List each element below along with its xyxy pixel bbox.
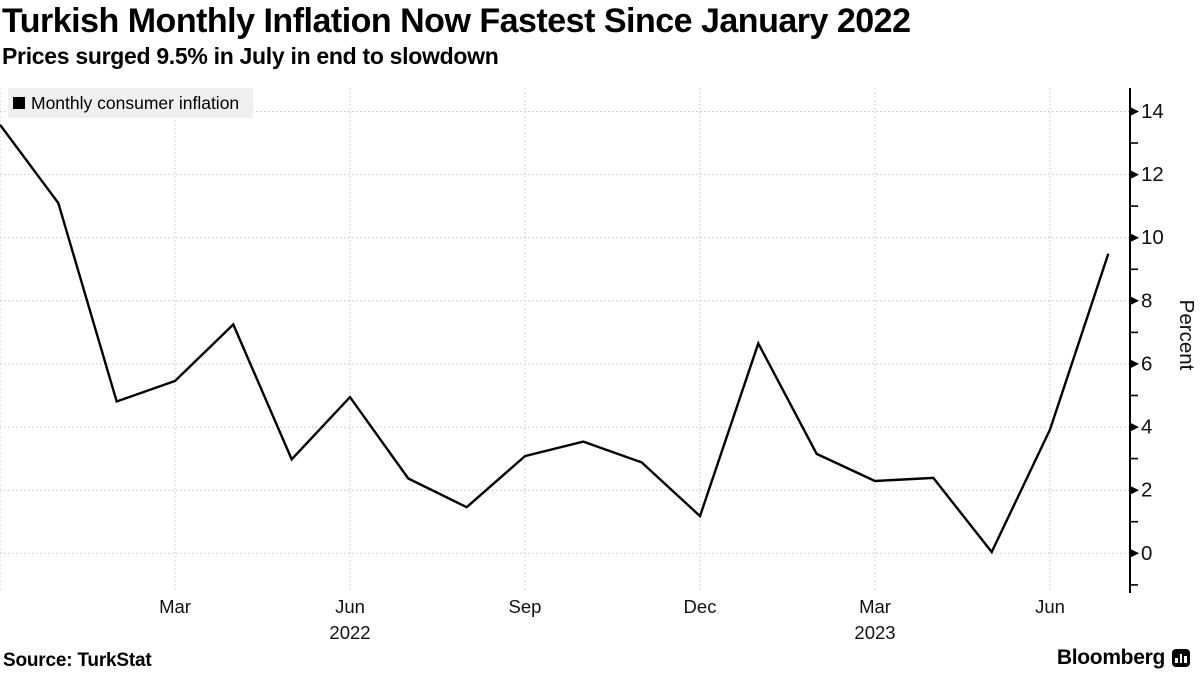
y-tick-major (1130, 359, 1139, 369)
page-subtitle: Prices surged 9.5% in July in end to slo… (2, 43, 499, 69)
y-tick-label: 12 (1141, 163, 1164, 186)
x-year-label: 2022 (329, 622, 370, 643)
x-tick-label: Mar (859, 596, 891, 617)
x-tick-label: Dec (684, 596, 717, 617)
y-tick-major (1130, 107, 1139, 116)
x-tick-label: Mar (159, 596, 191, 617)
y-tick-label: 0 (1141, 542, 1152, 565)
chart-legend: Monthly consumer inflation (8, 88, 254, 118)
bloomberg-logo: Bloomberg (1057, 646, 1190, 670)
page-title: Turkish Monthly Inflation Now Fastest Si… (2, 2, 911, 40)
y-tick-major (1130, 233, 1139, 243)
x-tick-label: Sep (509, 596, 542, 617)
y-tick-label: 10 (1141, 226, 1164, 249)
inflation-line (0, 123, 1110, 555)
bloomberg-wordmark: Bloomberg (1056, 646, 1165, 669)
y-tick-label: 6 (1141, 352, 1152, 375)
y-tick-label: 8 (1141, 289, 1152, 312)
legend-square-icon (13, 97, 25, 109)
y-tick-major (1130, 485, 1139, 495)
x-tick-label: Jun (335, 596, 365, 617)
bloomberg-chart-icon (1172, 649, 1190, 667)
y-tick-major (1130, 170, 1139, 180)
inflation-line-chart: 0 2 4 6 8 10 12 14 Mar Jun 2022 Sep Dec Mar 2023 Jun Per… (0, 88, 1198, 643)
y-tick-label: 2 (1141, 479, 1152, 502)
legend-label: Monthly consumer inflation (31, 92, 240, 113)
source-note: Source: TurkStat (3, 650, 152, 671)
y-axis-title: Percent (1175, 300, 1198, 371)
y-tick-label: 4 (1141, 416, 1152, 439)
y-tick-major (1130, 422, 1139, 432)
y-tick-major (1130, 548, 1139, 558)
x-tick-label: Jun (1035, 596, 1065, 617)
y-tick-major (1130, 296, 1139, 306)
x-year-label: 2023 (854, 622, 895, 643)
y-tick-label: 14 (1141, 100, 1164, 123)
